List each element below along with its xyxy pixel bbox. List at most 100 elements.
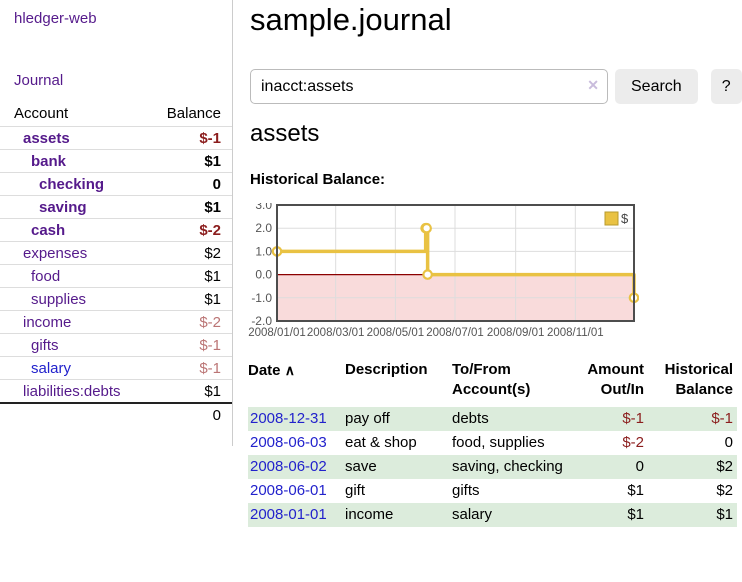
account-link[interactable]: food bbox=[31, 268, 61, 285]
transaction-date: 2008-06-01 bbox=[248, 479, 345, 503]
transaction-date-link[interactable]: 2008-06-02 bbox=[250, 458, 327, 475]
transaction-balance: 0 bbox=[724, 434, 733, 451]
search-input[interactable] bbox=[250, 69, 608, 104]
data-point-marker bbox=[421, 222, 432, 234]
plot-border bbox=[276, 204, 635, 322]
account-row: saving $1 bbox=[0, 195, 232, 219]
account-row: income $-2 bbox=[0, 310, 232, 334]
register-col-accounts: To/From Account(s) bbox=[452, 361, 531, 398]
accounts-col-balance: Balance bbox=[150, 102, 232, 127]
account-row: assets $-1 bbox=[0, 126, 232, 150]
accounts-header-row: Account Balance bbox=[0, 102, 232, 127]
account-row: food $1 bbox=[0, 264, 232, 288]
y-axis-tick-label: 1.0 bbox=[255, 244, 272, 258]
account-link[interactable]: salary bbox=[31, 360, 72, 377]
transaction-date: 2008-01-01 bbox=[248, 503, 345, 527]
register-header-row: Date ∧ Description To/From Account(s) Am… bbox=[248, 358, 737, 407]
chart-title: Historical Balance: bbox=[250, 171, 386, 188]
transaction-accounts: gifts bbox=[452, 482, 480, 499]
account-balance: $-2 bbox=[150, 310, 232, 334]
register-row: 2008-06-01 gift gifts $1 $2 bbox=[248, 479, 737, 503]
transaction-date-link[interactable]: 2008-06-03 bbox=[250, 434, 327, 451]
transaction-amount: $1 bbox=[627, 482, 644, 499]
register-rows: 2008-12-31 pay off debts $-1 $-1 2008-06-03 ea… bbox=[248, 407, 737, 527]
transaction-accounts: food, supplies bbox=[452, 434, 545, 451]
register-col-balance: Historical Balance bbox=[664, 361, 733, 398]
search-form: ✕ Search ? bbox=[250, 69, 742, 104]
transaction-date: 2008-06-02 bbox=[248, 455, 345, 479]
register-col-date[interactable]: Date ∧ bbox=[248, 358, 345, 407]
account-link[interactable]: expenses bbox=[23, 245, 88, 262]
y-axis-tick-label: 0.0 bbox=[255, 268, 272, 282]
legend-label: $ bbox=[621, 211, 629, 226]
y-axis-tick-label: 3.0 bbox=[255, 203, 272, 212]
account-row: salary $-1 bbox=[0, 356, 232, 380]
accounts-total-balance: 0 bbox=[150, 402, 232, 426]
x-axis-tick-label: 2008/01/01 bbox=[248, 327, 306, 339]
transaction-date: 2008-06-03 bbox=[248, 431, 345, 455]
sort-ascending-icon: ∧ bbox=[284, 362, 295, 378]
brand-link[interactable]: hledger-web bbox=[14, 10, 97, 27]
account-row: gifts $-1 bbox=[0, 333, 232, 357]
transaction-date-link[interactable]: 2008-01-01 bbox=[250, 506, 327, 523]
register-row: 2008-01-01 income salary $1 $1 bbox=[248, 503, 737, 527]
account-balance: 0 bbox=[150, 172, 232, 196]
transaction-amount: 0 bbox=[635, 458, 644, 475]
transaction-accounts: salary bbox=[452, 506, 493, 523]
x-axis-tick-label: 2008/07/01 bbox=[426, 327, 484, 339]
register-col-date-label: Date bbox=[248, 362, 281, 379]
legend-swatch bbox=[604, 211, 619, 226]
account-heading: assets bbox=[250, 120, 320, 147]
main-content: sample.journal ✕ Search ? assets Histori… bbox=[247, 0, 742, 582]
x-axis-tick-label: 2008/11/01 bbox=[547, 327, 604, 339]
transaction-amount: $-1 bbox=[622, 410, 644, 427]
transaction-date-link[interactable]: 2008-12-31 bbox=[250, 410, 327, 427]
account-link[interactable]: assets bbox=[23, 130, 70, 147]
account-row: checking 0 bbox=[0, 172, 232, 196]
account-link[interactable]: income bbox=[23, 314, 72, 331]
register-col-amount: Amount Out/In bbox=[587, 361, 644, 398]
account-link[interactable]: supplies bbox=[31, 291, 87, 308]
account-link[interactable]: saving bbox=[39, 199, 87, 216]
account-link[interactable]: gifts bbox=[31, 337, 59, 354]
register-row: 2008-12-31 pay off debts $-1 $-1 bbox=[248, 407, 737, 431]
transaction-date: 2008-12-31 bbox=[248, 407, 345, 431]
account-balance: $1 bbox=[150, 195, 232, 219]
search-button[interactable]: Search bbox=[615, 69, 698, 104]
clear-search-icon[interactable]: ✕ bbox=[587, 77, 599, 93]
transaction-amount: $1 bbox=[627, 506, 644, 523]
transaction-balance: $-1 bbox=[711, 410, 733, 427]
historical-balance-chart[interactable]: 3.0 2.0 1.0 0.0 -1.0 -2.0 2008/01/01 2008/03/01… bbox=[247, 198, 640, 345]
sidebar-item-journal[interactable]: Journal bbox=[14, 72, 64, 89]
account-row: cash $-2 bbox=[0, 218, 232, 242]
account-balance: $1 bbox=[150, 149, 232, 173]
register-row: 2008-06-03 eat & shop food, supplies $-2 0 bbox=[248, 431, 737, 455]
transaction-balance: $1 bbox=[716, 506, 733, 523]
y-axis-tick-label: 2.0 bbox=[255, 221, 272, 235]
x-axis-tick-label: 2008/09/01 bbox=[487, 327, 545, 339]
account-link[interactable]: checking bbox=[39, 176, 105, 193]
transaction-description: save bbox=[345, 458, 377, 475]
data-point-marker bbox=[422, 269, 433, 280]
account-link[interactable]: cash bbox=[31, 222, 66, 239]
account-row: bank $1 bbox=[0, 149, 232, 173]
account-balance: $-2 bbox=[150, 218, 232, 242]
transaction-date-link[interactable]: 2008-06-01 bbox=[250, 482, 327, 499]
transaction-balance: $2 bbox=[716, 482, 733, 499]
accounts-rows: assets $-1 bank $1 checking 0 saving $1 cash $-2 e… bbox=[0, 126, 232, 403]
page-title: sample.journal bbox=[250, 2, 452, 37]
search-box: ✕ bbox=[250, 69, 608, 104]
transaction-description: income bbox=[345, 506, 394, 523]
transaction-description: eat & shop bbox=[345, 434, 417, 451]
transaction-description: pay off bbox=[345, 410, 390, 427]
account-balance: $1 bbox=[150, 264, 232, 288]
account-link[interactable]: bank bbox=[31, 153, 67, 170]
account-row: supplies $1 bbox=[0, 287, 232, 311]
transaction-balance: $2 bbox=[716, 458, 733, 475]
register-col-description: Description bbox=[345, 361, 428, 378]
register-row: 2008-06-02 save saving, checking 0 $2 bbox=[248, 455, 737, 479]
help-button[interactable]: ? bbox=[710, 69, 742, 104]
account-link[interactable]: liabilities:debts bbox=[23, 383, 121, 400]
accounts-table: Account Balance assets $-1 bank $1 checking 0… bbox=[0, 102, 232, 426]
